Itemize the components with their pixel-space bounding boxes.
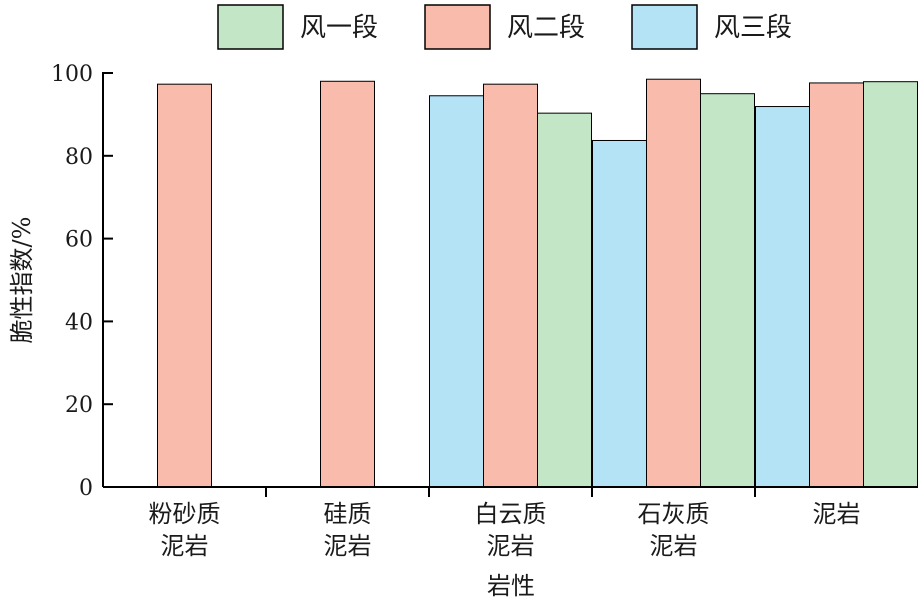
category-label-line: 泥岩 <box>324 532 372 560</box>
legend-label: 风一段 <box>300 13 378 43</box>
category-label-line: 粉砂质 <box>149 500 221 528</box>
category-label: 白云质泥岩 <box>475 500 547 560</box>
bar-风二段-1 <box>320 80 375 488</box>
y-tick-label: 100 <box>51 62 93 87</box>
bar-风一段-3 <box>700 93 755 488</box>
y-tick-label: 80 <box>65 145 93 170</box>
y-tick-labels: 0 20 40 60 80 100 <box>51 62 93 501</box>
category-label-line: 泥岩 <box>487 532 535 560</box>
category-label: 硅质泥岩 <box>324 500 372 560</box>
legend-label: 风二段 <box>507 13 585 43</box>
legend: 风一段 风二段 风三段 <box>217 4 792 50</box>
legend-swatch <box>217 4 284 50</box>
bar-风一段-2 <box>537 112 592 488</box>
category-label: 粉砂质泥岩 <box>149 500 221 560</box>
category-label-line: 硅质 <box>324 500 372 528</box>
bar-风三段-3 <box>592 139 647 488</box>
y-tick-label: 60 <box>65 228 93 253</box>
category-label-line: 泥岩 <box>161 532 209 560</box>
bar-风二段-0 <box>157 83 212 488</box>
y-tick-label: 40 <box>65 310 93 335</box>
bar-风二段-3 <box>646 78 701 488</box>
category-label: 石灰质泥岩 <box>638 500 710 560</box>
legend-swatch <box>631 4 698 50</box>
category-label-line: 泥岩 <box>813 500 861 528</box>
axes <box>102 72 918 497</box>
y-tick-label: 20 <box>65 393 93 418</box>
y-axis-title: 脆性指数/% <box>8 217 36 344</box>
legend-label: 风三段 <box>714 13 792 43</box>
bar-风三段-4 <box>755 106 810 488</box>
bar-风二段-4 <box>809 82 864 488</box>
bar-风二段-2 <box>483 83 538 488</box>
legend-swatch <box>424 4 491 50</box>
bars <box>157 78 918 488</box>
bar-风一段-4 <box>863 81 918 488</box>
category-label-line: 泥岩 <box>650 532 698 560</box>
bar-风三段-2 <box>429 95 484 488</box>
category-label: 泥岩 <box>813 500 861 528</box>
category-label-line: 石灰质 <box>638 500 710 528</box>
category-label-line: 白云质 <box>475 500 547 528</box>
x-axis-title: 岩性 <box>487 572 535 600</box>
y-tick-label: 0 <box>79 476 93 501</box>
